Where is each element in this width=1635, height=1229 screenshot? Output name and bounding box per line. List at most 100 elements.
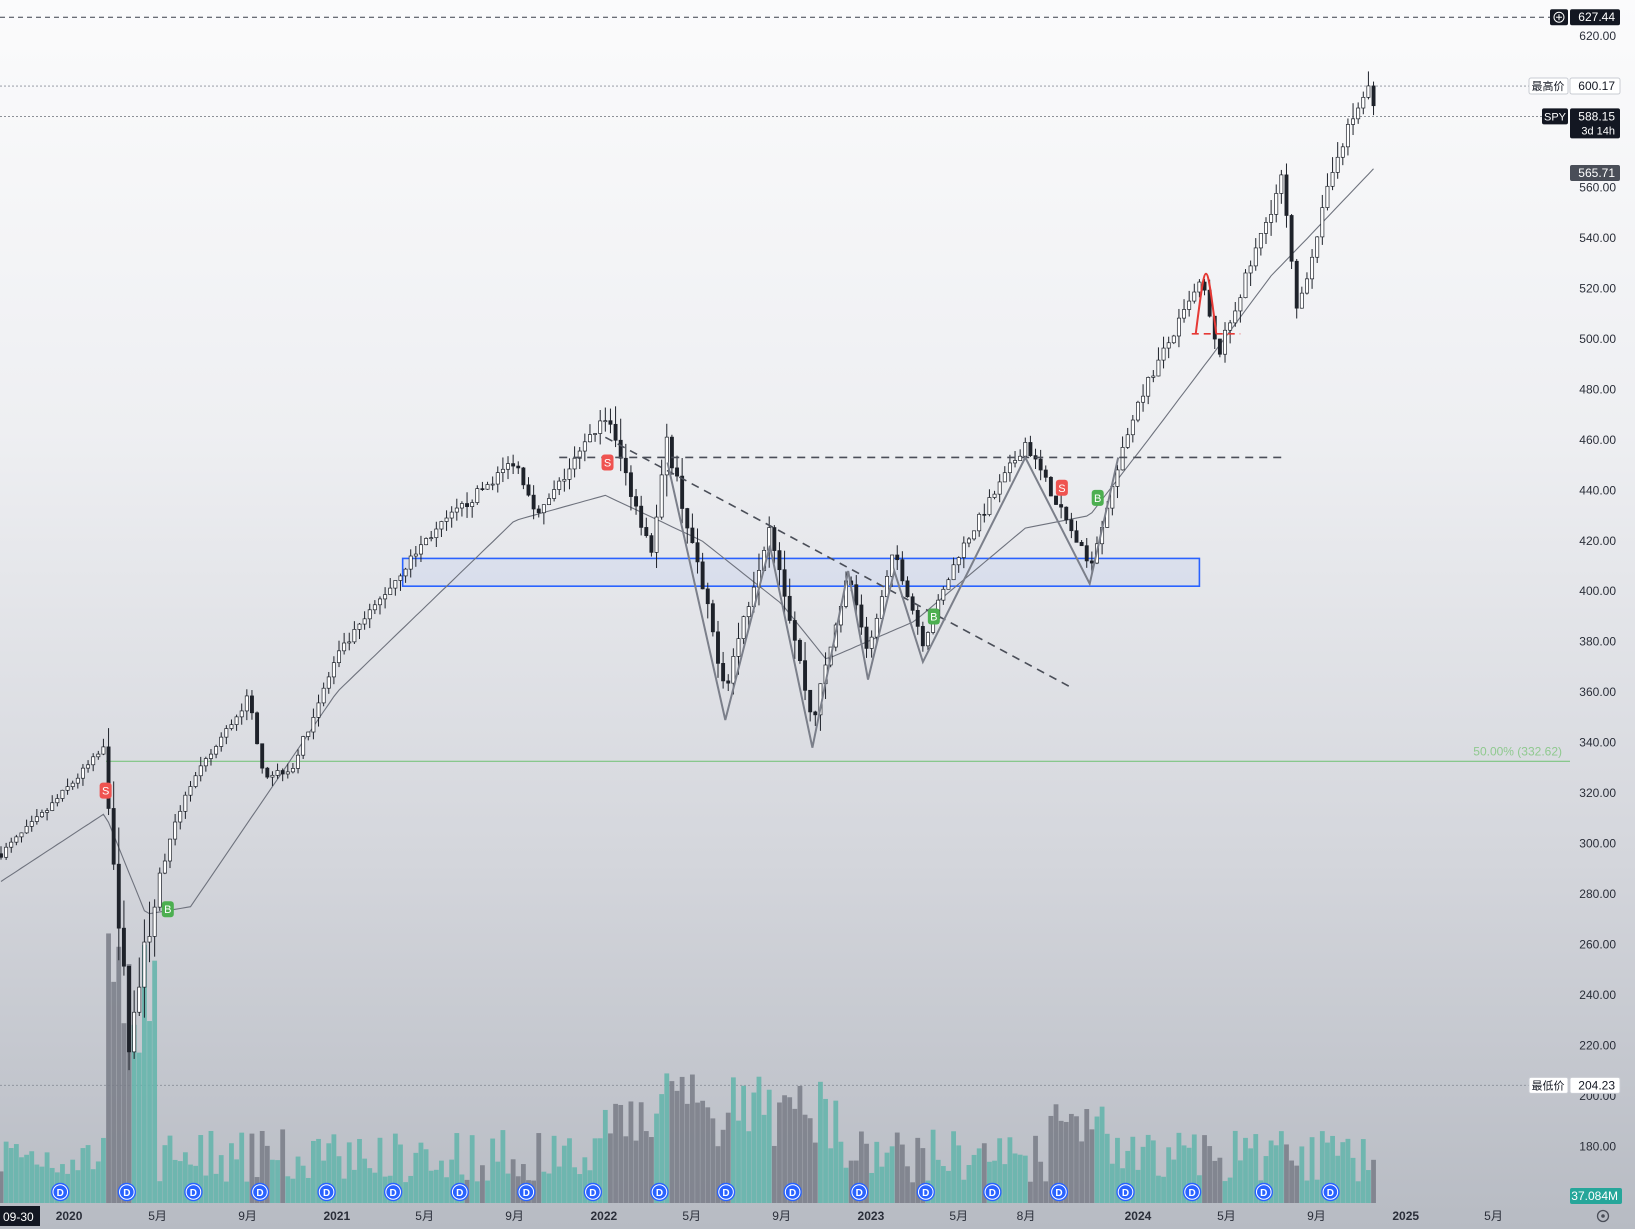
candle	[480, 481, 485, 491]
support-zone-rect[interactable]	[401, 557, 1201, 587]
dividend-fill	[719, 1185, 733, 1199]
dividend-fill	[1323, 1185, 1338, 1199]
volume-value-tag: 37.084M	[1570, 1188, 1622, 1204]
dividend-marker[interactable]: D	[1116, 1182, 1135, 1202]
dividend-marker[interactable]: D	[517, 1182, 536, 1202]
candle	[987, 489, 992, 517]
dividend-marker[interactable]: D	[51, 1182, 70, 1202]
volume-bar	[1007, 1137, 1013, 1203]
candle	[1345, 118, 1350, 156]
dividend-marker[interactable]: D	[983, 1182, 1002, 1202]
candle-body	[475, 488, 480, 503]
volume-bar	[643, 1131, 649, 1203]
volume-bar	[264, 1145, 270, 1203]
add-alert-icon[interactable]	[1550, 9, 1568, 26]
volume-bar	[858, 1131, 864, 1203]
candle-body	[1289, 215, 1294, 262]
candle	[1310, 249, 1315, 289]
candle	[50, 795, 55, 812]
candle-body	[1238, 297, 1243, 312]
volume-bar	[280, 1129, 286, 1203]
candle-body	[500, 468, 505, 473]
candle	[1079, 540, 1084, 547]
dividend-marker[interactable]: D	[383, 1182, 403, 1202]
candle	[854, 575, 859, 615]
dividend-marker[interactable]: D	[1182, 1182, 1202, 1202]
dividend-marker[interactable]: D	[450, 1182, 469, 1202]
candle-body	[951, 564, 956, 581]
volume-bar	[1033, 1135, 1038, 1203]
candle	[459, 501, 464, 517]
y-tick-label: 220.00	[1579, 1039, 1616, 1053]
volume-bar	[592, 1138, 598, 1203]
candle	[198, 756, 203, 782]
zigzag-pattern[interactable]	[666, 455, 1120, 748]
dividend-marker[interactable]: D	[117, 1182, 137, 1202]
dividend-marker[interactable]: D	[250, 1182, 270, 1202]
dividend-marker[interactable]: D	[1254, 1182, 1273, 1202]
volume-bar	[203, 1175, 209, 1203]
volume-bar	[654, 1113, 659, 1203]
volume-bar	[715, 1146, 721, 1203]
dividend-marker[interactable]: D	[317, 1182, 336, 1202]
candle-body	[198, 765, 203, 777]
volume-bar	[577, 1174, 583, 1203]
volume-value-text: 37.084M	[1571, 1189, 1618, 1203]
trendline[interactable]	[604, 436, 1072, 688]
ma-price-tag-box	[1570, 165, 1620, 182]
candle-body	[454, 507, 459, 513]
candle-body	[429, 537, 434, 540]
volume-bar	[582, 1157, 588, 1203]
dividend-marker[interactable]: D	[850, 1182, 869, 1202]
settings-gear-icon[interactable]	[1596, 1209, 1610, 1223]
dividend-marker[interactable]: D	[716, 1182, 736, 1202]
symbol-tag[interactable]: SPY	[1542, 108, 1568, 125]
volume-bar	[812, 1142, 818, 1203]
candle	[526, 477, 531, 497]
dividend-marker[interactable]: D	[583, 1182, 603, 1202]
add-alert-circle	[1553, 11, 1565, 23]
candle-body	[449, 511, 454, 519]
candle	[214, 744, 219, 759]
volume-bar	[1304, 1180, 1310, 1203]
volume-bar	[444, 1177, 449, 1203]
candle	[1233, 301, 1238, 327]
signal-buy: B	[161, 901, 174, 918]
candle	[234, 714, 239, 731]
candle	[685, 507, 690, 544]
candle-body	[101, 746, 106, 755]
candle-body	[547, 498, 551, 505]
candle	[275, 763, 280, 779]
volume-bar	[710, 1118, 716, 1203]
candle-body	[1115, 469, 1120, 487]
candle-body	[1305, 278, 1309, 294]
volume-bar	[746, 1131, 752, 1203]
candle-body	[50, 802, 55, 811]
dividend-marker[interactable]: D	[916, 1182, 935, 1202]
candle	[1187, 290, 1192, 317]
candle-body	[1325, 185, 1330, 208]
candle-body	[956, 557, 961, 566]
dividend-marker[interactable]: D	[650, 1182, 669, 1202]
dividend-marker[interactable]: D	[783, 1182, 802, 1202]
candle	[700, 552, 705, 590]
candle-body	[75, 777, 80, 784]
candle-body	[900, 559, 905, 582]
volume-bar	[741, 1085, 747, 1203]
volume-bar	[1253, 1134, 1259, 1203]
y-tick-label: 360.00	[1579, 685, 1616, 699]
rounded-top-arc[interactable]	[1194, 273, 1218, 334]
candle-body	[1079, 541, 1084, 547]
candle-body	[419, 544, 423, 555]
dividend-marker[interactable]: D	[184, 1182, 203, 1202]
candle-body	[992, 493, 997, 498]
volume-bar	[992, 1160, 997, 1203]
dividend-marker[interactable]: D	[1049, 1182, 1069, 1202]
dividend-fill	[852, 1185, 867, 1199]
dividend-marker[interactable]: D	[1321, 1182, 1340, 1202]
candle	[1325, 173, 1330, 211]
candle-body	[19, 832, 24, 838]
volume-bar	[1109, 1163, 1115, 1203]
signal-label: B	[1094, 493, 1101, 505]
